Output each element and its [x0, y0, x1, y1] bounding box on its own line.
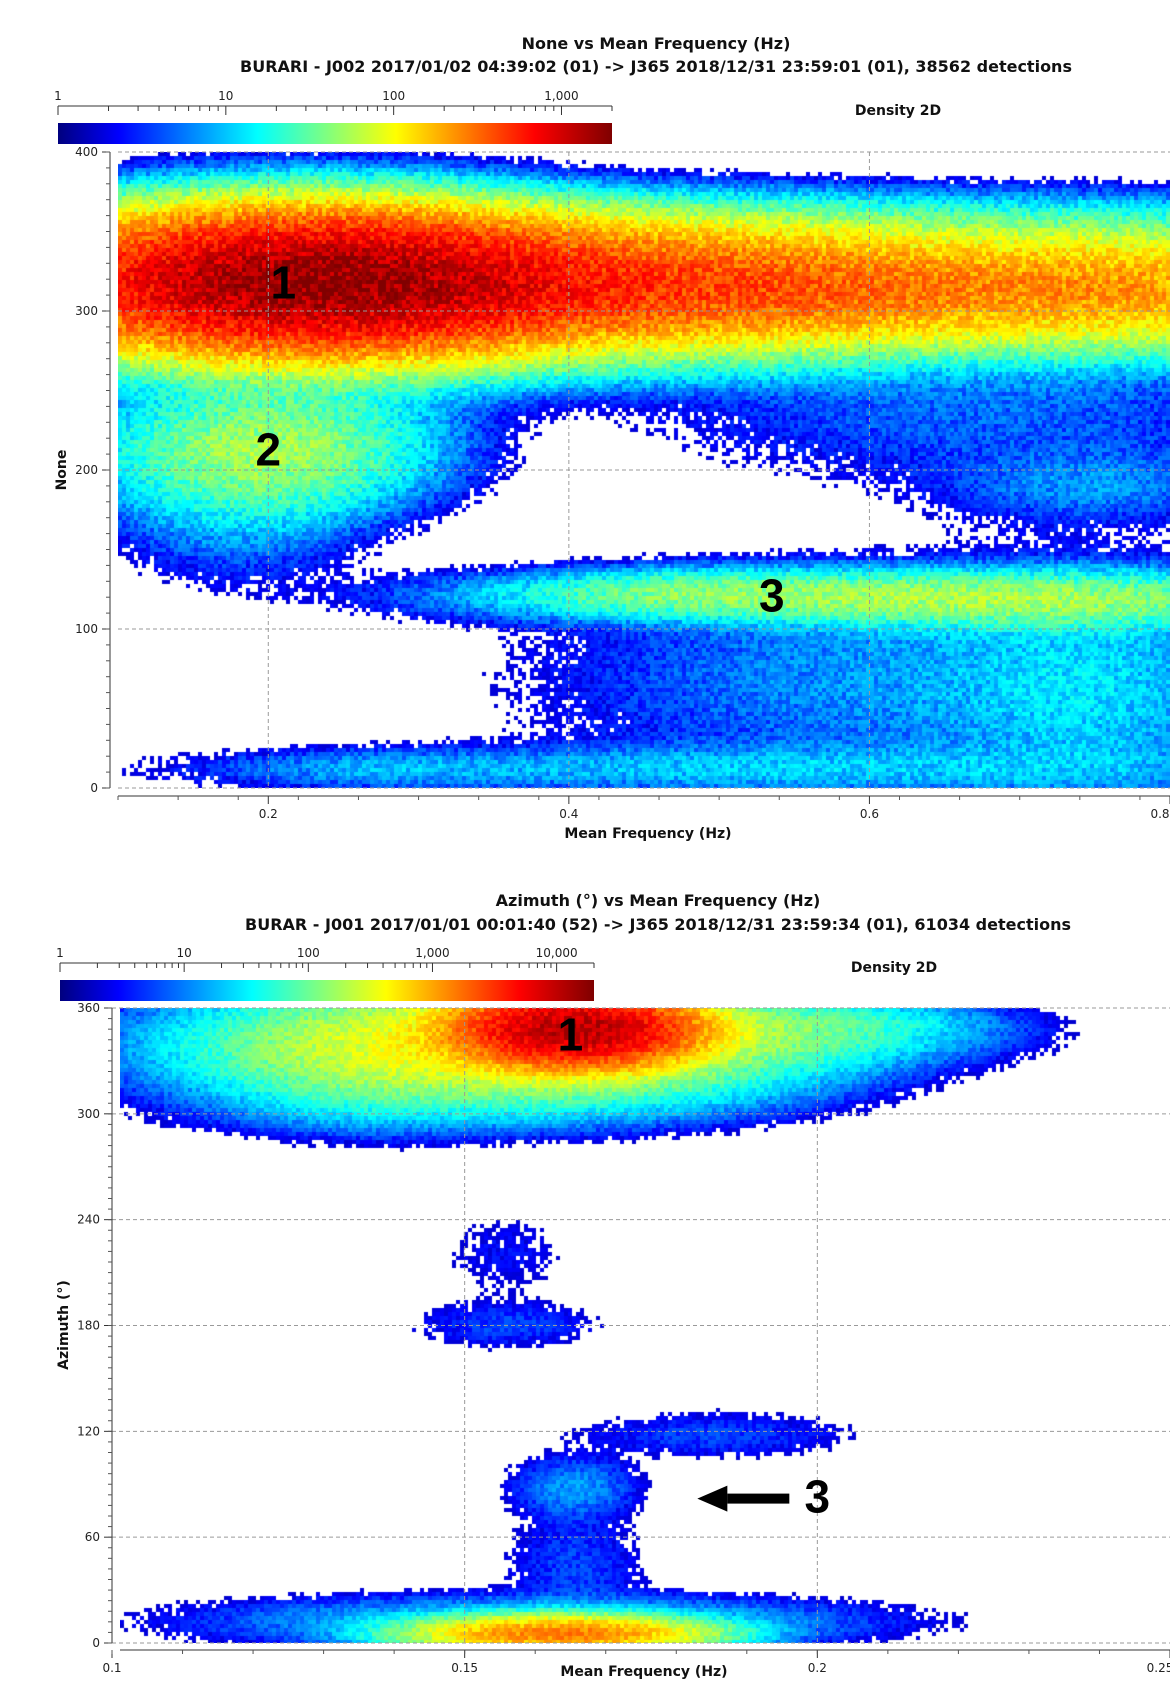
- colorbar-tick-label: 1,000: [544, 89, 578, 103]
- y-tick-label: 360: [77, 1001, 100, 1015]
- y-tick-label: 0: [92, 1636, 100, 1650]
- chart-title: None vs Mean Frequency (Hz): [522, 34, 791, 53]
- y-tick-label: 300: [75, 304, 98, 318]
- y-tick-label: 240: [77, 1213, 100, 1227]
- x-tick-label: 0.2: [259, 807, 278, 821]
- x-tick-label: 0.25: [1147, 1661, 1170, 1675]
- annotation-label: 2: [255, 423, 281, 475]
- legend-label: Density 2D: [851, 960, 937, 976]
- y-tick-label: 120: [77, 1424, 100, 1438]
- colorbar-tick-label: 1,000: [415, 946, 449, 960]
- annotation-label: 1: [271, 256, 297, 308]
- y-tick-label: 100: [75, 622, 98, 636]
- chart-title: Azimuth (°) vs Mean Frequency (Hz): [496, 891, 821, 910]
- y-tick-label: 180: [77, 1319, 100, 1333]
- colorbar-tick-labels: 1 10 100 1,000: [54, 89, 578, 103]
- annotation-label: 1: [558, 1008, 584, 1060]
- y-tick-label: 60: [85, 1530, 100, 1544]
- x-tick-label: 0.1: [102, 1661, 121, 1675]
- arrow-shaft: [727, 1494, 789, 1504]
- colorbar-tick-label: 100: [382, 89, 405, 103]
- x-axis-label: Mean Frequency (Hz): [560, 1664, 727, 1680]
- x-tick-label: 0.8: [1150, 807, 1169, 821]
- colorbar: [58, 123, 612, 144]
- x-tick-label: 0.4: [559, 807, 578, 821]
- colorbar-tick-label: 10: [218, 89, 233, 103]
- chart-panel-2: Azimuth (°) vs Mean Frequency (Hz) BURAR…: [0, 850, 1170, 1688]
- y-tick-label: 300: [77, 1107, 100, 1121]
- x-tick-label: 0.2: [808, 1661, 827, 1675]
- x-axis-label: Mean Frequency (Hz): [564, 826, 731, 842]
- colorbar-tick-label: 100: [297, 946, 320, 960]
- x-tick-label: 0.6: [860, 807, 879, 821]
- density-chart-1: None vs Mean Frequency (Hz) BURARI - J00…: [0, 0, 1170, 850]
- colorbar-tick-label: 10: [177, 946, 192, 960]
- colorbar-ticks: [58, 106, 612, 115]
- colorbar-tick-label: 1: [56, 946, 64, 960]
- legend-label: Density 2D: [855, 103, 941, 119]
- chart-subtitle: BURAR - J001 2017/01/01 00:01:40 (52) ->…: [245, 915, 1071, 934]
- x-tick-label: 0.15: [451, 1661, 478, 1675]
- y-tick-label: 400: [75, 145, 98, 159]
- chart-subtitle: BURARI - J002 2017/01/02 04:39:02 (01) -…: [240, 57, 1072, 76]
- colorbar-ticks: [60, 963, 594, 972]
- y-axis-label: None: [54, 450, 70, 491]
- y-tick-label: 200: [75, 463, 98, 477]
- y-axis-label: Azimuth (°): [56, 1280, 72, 1370]
- density-chart-2: Azimuth (°) vs Mean Frequency (Hz) BURAR…: [0, 850, 1170, 1688]
- chart-panel-1: None vs Mean Frequency (Hz) BURARI - J00…: [0, 0, 1170, 850]
- annotation-label: 3: [759, 570, 785, 622]
- colorbar-tick-labels: 1 10 100 1,000 10,000: [56, 946, 577, 960]
- y-tick-label: 0: [90, 781, 98, 795]
- colorbar: [60, 980, 594, 1001]
- colorbar-tick-label: 10,000: [536, 946, 578, 960]
- colorbar-tick-label: 1: [54, 89, 62, 103]
- annotation-label: 3: [805, 1471, 831, 1523]
